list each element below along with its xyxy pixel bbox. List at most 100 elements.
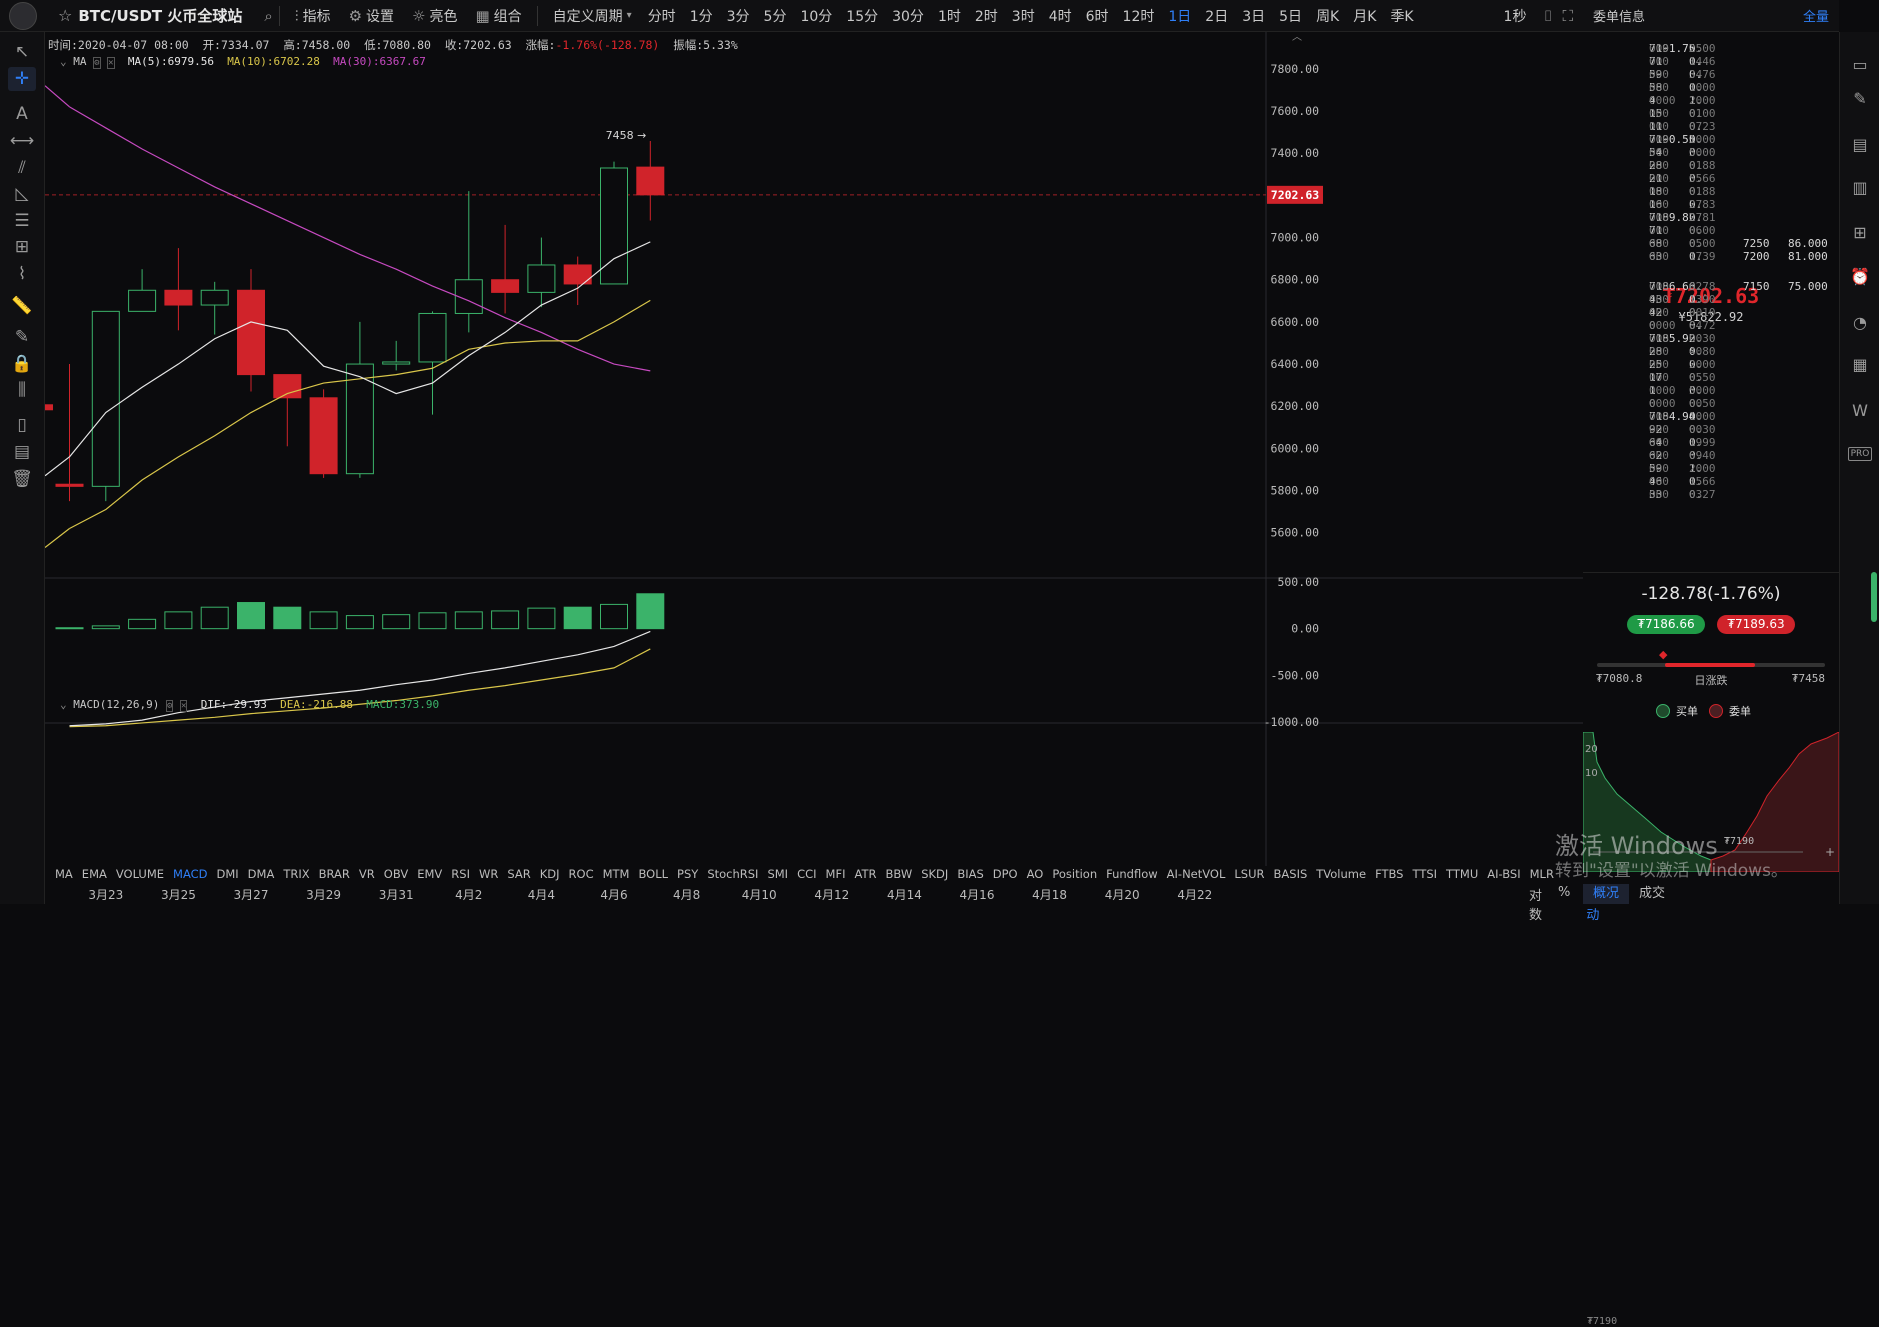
indicator-tab[interactable]: PSY — [677, 867, 699, 881]
orderbook-row[interactable]: 16 000 0. 2783 — [1583, 198, 1839, 211]
trash-icon[interactable]: 🗑 — [11, 469, 33, 489]
interval-label[interactable]: 1秒 — [1503, 8, 1527, 25]
indicator-tab[interactable]: TTSI — [1412, 867, 1438, 881]
orderbook-row[interactable]: 7191.75 000 0. 2500 — [1583, 42, 1839, 55]
orderbook-row[interactable]: 1 0000 0. 5000 — [1583, 384, 1839, 397]
clipboard-icon[interactable]: ▤ — [13, 442, 31, 462]
pencil-icon[interactable]: ✎ — [14, 327, 30, 347]
orderbook-row[interactable]: 7186.66 000 0. 0278 7150 75.000 — [1583, 280, 1839, 293]
orderbook-row[interactable]: 54 000 0. 5000 — [1583, 146, 1839, 159]
bookmark-icon[interactable]: ▯ — [17, 415, 27, 435]
scale-button[interactable]: % — [1558, 885, 1571, 900]
tab-trades[interactable]: 成交 — [1639, 886, 1666, 901]
period-tab[interactable]: 1日 — [1168, 8, 1192, 25]
indicator-tab[interactable]: DPO — [992, 867, 1018, 881]
period-tab[interactable]: 3分 — [726, 8, 750, 25]
close-small-icon[interactable]: ✕ — [180, 700, 188, 712]
period-tab[interactable]: 1时 — [937, 8, 961, 25]
notes-icon[interactable]: ▭ — [1852, 54, 1868, 74]
orderbook-row[interactable]: 18 000 0. 0188 — [1583, 185, 1839, 198]
indicator-tab[interactable]: BBW — [885, 867, 913, 881]
collapse-chevron-icon[interactable]: ⌄ — [60, 698, 67, 711]
indicator-tab[interactable]: EMA — [81, 867, 107, 881]
cursor-arrow-icon[interactable]: ↖ — [14, 42, 30, 62]
indicator-tab[interactable]: BASIS — [1273, 867, 1308, 881]
indicators-button[interactable]: ⫶ 指标 — [286, 0, 340, 32]
indicator-tab[interactable]: TVolume — [1316, 867, 1367, 881]
indicator-tab[interactable]: BIAS — [957, 867, 984, 881]
theme-button[interactable]: ☼ 亮色 — [403, 0, 466, 32]
orderbook-row[interactable]: 71 000 0. 1446 — [1583, 55, 1839, 68]
indicator-tab[interactable]: FTBS — [1375, 867, 1404, 881]
full-depth-link[interactable]: 全量 — [1802, 10, 1829, 25]
period-tab[interactable]: 30分 — [892, 8, 924, 25]
orderbook-row[interactable]: 92 000 0. 0030 — [1583, 423, 1839, 436]
orderbook-row[interactable]: 64 000 0. 1999 — [1583, 436, 1839, 449]
document-icon[interactable]: ▤ — [1852, 134, 1868, 154]
alarm-icon[interactable]: ⏰ — [1850, 266, 1870, 286]
indicator-tab[interactable]: LSUR — [1234, 867, 1265, 881]
indicator-tab[interactable]: BOLL — [638, 867, 669, 881]
orderbook-row[interactable]: 58 000 0. 1000 — [1583, 81, 1839, 94]
indicator-tab[interactable]: SKDJ — [921, 867, 949, 881]
indicator-tab[interactable]: WR — [478, 867, 499, 881]
period-tab[interactable]: 5日 — [1279, 8, 1303, 25]
search-icon[interactable]: ⌕ — [264, 6, 273, 25]
magnet-icon[interactable]: ⫼ — [18, 380, 26, 400]
orderbook-row[interactable]: 71 000 0. 0600 — [1583, 224, 1839, 237]
custom-period-dropdown[interactable]: 自定义周期 ▾ — [544, 0, 641, 32]
indicator-tab[interactable]: VOLUME — [115, 867, 165, 881]
indicator-tab[interactable]: SMI — [767, 867, 789, 881]
period-tab[interactable]: 5分 — [763, 8, 787, 25]
indicator-tab[interactable]: MA — [55, 867, 73, 881]
indicator-tab[interactable]: SAR — [507, 867, 531, 881]
orderbook-row[interactable]: 17 000 0. 0550 — [1583, 371, 1839, 384]
orderbook-row[interactable]: 59 000 0. 3476 — [1583, 68, 1839, 81]
best-ask-pill[interactable]: ₮7189.63 — [1717, 615, 1795, 634]
period-tab[interactable]: 周K — [1316, 8, 1340, 25]
indicator-tab[interactable]: MTM — [602, 867, 630, 881]
lock-icon[interactable]: 🔒 — [11, 354, 33, 374]
orderbook-row[interactable]: 25 000 0. 2000 — [1583, 358, 1839, 371]
best-bid-pill[interactable]: ₮7186.66 — [1627, 615, 1705, 634]
add-page-icon[interactable]: ⊞ — [1853, 222, 1867, 242]
indicator-tab[interactable]: MACD — [173, 867, 208, 881]
indicator-tab[interactable]: MFI — [825, 867, 846, 881]
indicator-tab[interactable]: KDJ — [539, 867, 560, 881]
period-tab[interactable]: 3时 — [1011, 8, 1035, 25]
period-tab[interactable]: 6时 — [1085, 8, 1109, 25]
indicator-tab[interactable]: TTMU — [1446, 867, 1479, 881]
favorite-star-icon[interactable]: ☆ — [58, 6, 73, 25]
indicator-tab[interactable]: ROC — [568, 867, 594, 881]
text-tool-icon[interactable]: A — [16, 104, 28, 124]
orderbook-row[interactable]: 11 000 0. 0723 — [1583, 120, 1839, 133]
orderbook-row[interactable]: 7189.82 000 0. 2781 — [1583, 211, 1839, 224]
collapse-chevron-icon[interactable]: ⌄ — [60, 55, 67, 68]
indicator-tab[interactable]: DMI — [216, 867, 239, 881]
orderbook-row[interactable]: 63 000 0. 1739 7200 81.000 — [1583, 250, 1839, 263]
bar-chart-icon[interactable]: ▥ — [1852, 177, 1868, 197]
orderbook-row[interactable]: 62 000 0. 6940 — [1583, 449, 1839, 462]
orderbook-row[interactable]: 21 000 0. 5566 — [1583, 172, 1839, 185]
indicator-tab[interactable]: DMA — [247, 867, 275, 881]
indicator-tab[interactable]: CCI — [797, 867, 817, 881]
indicator-tab[interactable]: TRIX — [283, 867, 310, 881]
indicator-tab[interactable]: ATR — [854, 867, 877, 881]
period-tab[interactable]: 15分 — [846, 8, 879, 25]
horizontal-line-icon[interactable]: ⟷ — [9, 131, 35, 151]
orderbook-row[interactable]: 15 000 0. 0100 — [1583, 107, 1839, 120]
indicator-tab[interactable]: AO — [1026, 867, 1044, 881]
indicator-tab[interactable]: VR — [358, 867, 375, 881]
channel-tool-icon[interactable]: ⫽ — [18, 158, 26, 178]
period-tab[interactable]: 1分 — [689, 8, 713, 25]
orderbook-row[interactable]: 43 000 0. 1390 — [1583, 293, 1839, 306]
pattern-tool-icon[interactable]: ⌇ — [17, 264, 27, 284]
scale-button[interactable]: 对数 — [1529, 889, 1543, 923]
indicator-tab[interactable]: MLR — [1529, 867, 1554, 881]
period-tab[interactable]: 2日 — [1205, 8, 1229, 25]
period-tab[interactable]: 10分 — [800, 8, 833, 25]
settings-small-icon[interactable]: ⚙ — [93, 57, 101, 69]
settings-button[interactable]: ⚙ 设置 — [340, 0, 403, 32]
orderbook-row[interactable]: 0 0000 0. 0050 — [1583, 397, 1839, 410]
orderbook-row[interactable]: 0 0000 0. 8472 — [1583, 319, 1839, 332]
